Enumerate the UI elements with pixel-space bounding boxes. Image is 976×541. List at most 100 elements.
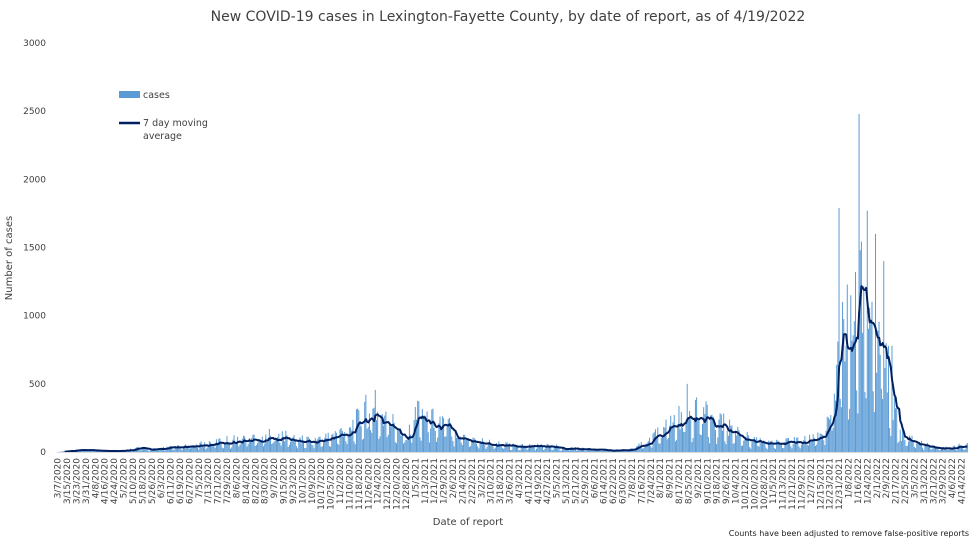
bar	[225, 443, 227, 452]
bar	[677, 424, 679, 452]
bar	[852, 335, 854, 452]
bar	[546, 443, 548, 452]
bar	[663, 427, 665, 452]
bar	[226, 436, 228, 452]
bar	[147, 450, 149, 452]
bar	[601, 451, 603, 452]
bar	[401, 433, 403, 452]
bar	[313, 448, 315, 452]
bar	[552, 449, 554, 452]
x-tick-label: 8/14/2020	[242, 458, 252, 504]
bar	[920, 440, 922, 452]
bar	[266, 441, 268, 452]
bar	[430, 428, 432, 452]
bar	[565, 448, 567, 452]
bar	[650, 445, 652, 452]
bar	[412, 435, 414, 452]
bar	[306, 436, 308, 452]
bar	[328, 446, 330, 452]
bar	[707, 437, 709, 452]
bar	[428, 442, 430, 452]
bar	[634, 450, 636, 452]
bar	[461, 445, 463, 452]
bar	[876, 372, 878, 452]
x-tick-label: 7/16/2021	[637, 458, 647, 504]
x-tick-label: 1/16/2022	[854, 458, 864, 504]
bar	[474, 439, 476, 452]
bar	[234, 444, 236, 452]
x-tick-label: 7/29/2020	[223, 458, 233, 504]
bar	[210, 442, 212, 452]
bar	[691, 442, 693, 452]
bar	[132, 451, 134, 452]
bar	[507, 444, 509, 452]
bar	[512, 443, 514, 452]
bar	[558, 447, 560, 452]
bar	[647, 441, 649, 452]
bar	[659, 443, 661, 452]
x-tick-label: 12/15/2021	[816, 458, 826, 510]
bar	[919, 445, 921, 452]
y-tick-label: 2000	[23, 175, 46, 185]
bar	[816, 444, 818, 452]
bar	[587, 448, 589, 452]
x-tick-label: 9/23/2020	[289, 458, 299, 504]
bar	[180, 449, 182, 452]
bar	[897, 442, 899, 452]
bar	[699, 434, 701, 452]
bar	[863, 286, 865, 452]
bar	[259, 441, 261, 452]
bar	[352, 419, 354, 452]
bar	[227, 442, 229, 452]
x-tick-label: 9/10/2021	[703, 458, 713, 504]
bar	[330, 446, 332, 452]
bar	[258, 439, 260, 452]
bar	[942, 447, 944, 452]
bar	[657, 427, 659, 452]
bar	[722, 430, 724, 452]
bar	[410, 434, 412, 452]
bar	[380, 415, 382, 452]
bar	[933, 447, 935, 452]
bar	[787, 437, 789, 452]
bar	[757, 445, 759, 452]
bar	[160, 448, 162, 452]
x-tick-label: 7/8/2021	[628, 458, 638, 498]
bar	[905, 446, 907, 452]
bar	[591, 449, 593, 452]
bar	[248, 437, 250, 452]
bar	[320, 446, 322, 452]
bar	[803, 440, 805, 452]
bar	[479, 441, 481, 452]
bar	[684, 431, 686, 452]
bar	[272, 443, 274, 452]
bar	[385, 411, 387, 452]
bar	[420, 440, 422, 452]
bar	[381, 414, 383, 452]
bar	[516, 445, 518, 452]
bar	[717, 437, 719, 452]
bar	[798, 446, 800, 452]
bar	[423, 415, 425, 452]
bar	[660, 437, 662, 452]
bar	[766, 449, 768, 452]
bar	[505, 442, 507, 452]
x-tick-label: 7/5/2020	[195, 458, 205, 499]
bar	[873, 412, 875, 452]
bar	[221, 447, 223, 452]
bar	[297, 448, 299, 452]
x-tick-label: 3/10/2021	[487, 458, 497, 504]
bar	[391, 425, 393, 452]
bar	[424, 415, 426, 452]
bar	[460, 442, 462, 452]
x-tick-label: 8/6/2020	[232, 458, 242, 499]
bar	[694, 400, 696, 452]
bar	[358, 410, 360, 452]
bar	[496, 443, 498, 452]
bar	[317, 439, 319, 452]
bar	[144, 447, 146, 452]
bar	[365, 394, 367, 452]
bar	[327, 432, 329, 452]
bar	[724, 441, 726, 452]
bar	[681, 427, 683, 452]
